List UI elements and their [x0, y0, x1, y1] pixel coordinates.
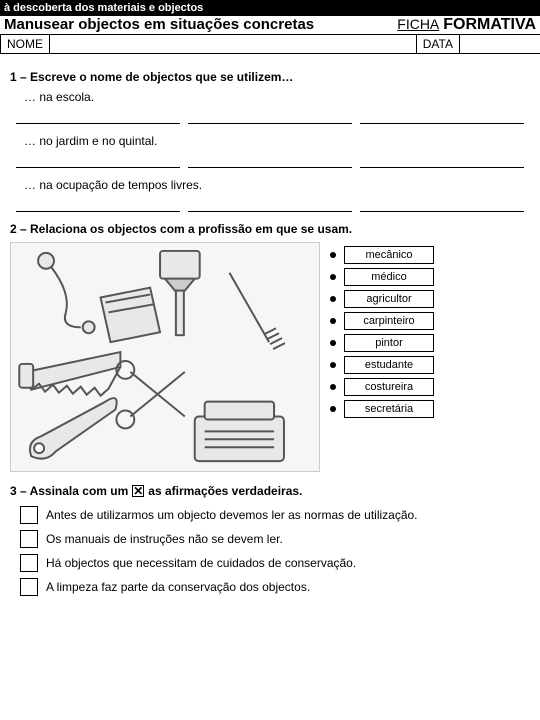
q3-item: Os manuais de instruções não se devem le… — [20, 530, 530, 548]
profession-row: pintor — [330, 334, 530, 352]
match-dot[interactable] — [330, 362, 336, 368]
checkbox[interactable] — [20, 554, 38, 572]
q3-list: Antes de utilizarmos um objecto devemos … — [20, 506, 530, 596]
q3-heading-pre: 3 – Assinala com um — [10, 484, 128, 498]
name-date-row: NOME DATA — [0, 34, 540, 54]
checkbox[interactable] — [20, 506, 38, 524]
blank-line[interactable] — [16, 108, 180, 124]
match-dot[interactable] — [330, 340, 336, 346]
q3-item: A limpeza faz parte da conservação dos o… — [20, 578, 530, 596]
profession-row: estudante — [330, 356, 530, 374]
blank-line[interactable] — [360, 196, 524, 212]
profession-row: costureira — [330, 378, 530, 396]
checkbox[interactable] — [20, 530, 38, 548]
match-dot[interactable] — [330, 296, 336, 302]
profession-row: mecânico — [330, 246, 530, 264]
blank-line[interactable] — [16, 152, 180, 168]
q1-heading: 1 – Escreve o nome de objectos que se ut… — [10, 70, 530, 84]
blank-line[interactable] — [188, 196, 352, 212]
data-field[interactable] — [460, 35, 540, 53]
match-dot[interactable] — [330, 384, 336, 390]
q3-item: Antes de utilizarmos um objecto devemos … — [20, 506, 530, 524]
match-dot[interactable] — [330, 318, 336, 324]
q3-heading: 3 – Assinala com um ✕ as afirmações verd… — [10, 484, 530, 498]
profession-box: mecânico — [344, 246, 434, 264]
formativa-label: FORMATIVA — [443, 16, 536, 34]
profession-row: carpinteiro — [330, 312, 530, 330]
q1-item: … na escola. — [24, 90, 530, 104]
q1-item: … na ocupação de tempos livres. — [24, 178, 530, 192]
profession-box: carpinteiro — [344, 312, 434, 330]
nome-field[interactable] — [50, 35, 417, 53]
match-dot[interactable] — [330, 406, 336, 412]
header-topbar: à descoberta dos materiais e objectos — [0, 0, 540, 16]
professions-list: mecânico médico agricultor carpinteiro p… — [330, 242, 530, 472]
q3-heading-post: as afirmações verdadeiras. — [148, 484, 302, 498]
q1-item: … no jardim e no quintal. — [24, 134, 530, 148]
q3-item: Há objectos que necessitam de cuidados d… — [20, 554, 530, 572]
profession-row: médico — [330, 268, 530, 286]
q3-statement: Antes de utilizarmos um objecto devemos … — [46, 508, 418, 522]
worksheet-title: Manusear objectos em situações concretas — [4, 16, 397, 33]
checkbox[interactable] — [20, 578, 38, 596]
q1-blanks — [16, 152, 524, 168]
header-title-row: Manusear objectos em situações concretas… — [0, 16, 540, 34]
q3-statement: Os manuais de instruções não se devem le… — [46, 532, 283, 546]
blank-line[interactable] — [16, 196, 180, 212]
q1-blanks — [16, 108, 524, 124]
profession-box: médico — [344, 268, 434, 286]
data-label: DATA — [417, 35, 460, 53]
x-mark-icon: ✕ — [132, 485, 144, 497]
profession-box: estudante — [344, 356, 434, 374]
objects-illustration — [10, 242, 320, 472]
nome-label: NOME — [0, 35, 50, 53]
q2-heading: 2 – Relaciona os objectos com a profissã… — [10, 222, 530, 236]
q3-statement: A limpeza faz parte da conservação dos o… — [46, 580, 310, 594]
profession-box: pintor — [344, 334, 434, 352]
objects-svg — [11, 243, 319, 471]
profession-box: costureira — [344, 378, 434, 396]
blank-line[interactable] — [360, 108, 524, 124]
profession-row: secretária — [330, 400, 530, 418]
blank-line[interactable] — [360, 152, 524, 168]
q3-statement: Há objectos que necessitam de cuidados d… — [46, 556, 356, 570]
blank-line[interactable] — [188, 152, 352, 168]
ficha-label: FICHA — [397, 16, 439, 32]
profession-box: agricultor — [344, 290, 434, 308]
blank-line[interactable] — [188, 108, 352, 124]
profession-box: secretária — [344, 400, 434, 418]
match-dot[interactable] — [330, 274, 336, 280]
match-dot[interactable] — [330, 252, 336, 258]
q1-blanks — [16, 196, 524, 212]
profession-row: agricultor — [330, 290, 530, 308]
